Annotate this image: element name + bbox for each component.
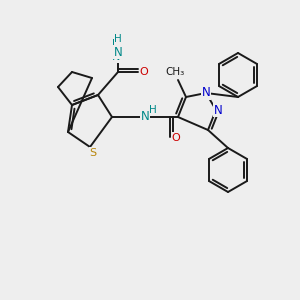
Text: H: H [112, 39, 120, 49]
Text: N: N [214, 103, 222, 116]
Text: H: H [114, 34, 122, 44]
Text: H: H [114, 39, 122, 49]
Text: N: N [112, 52, 120, 62]
Text: N: N [202, 86, 210, 100]
Text: O: O [140, 67, 148, 77]
Text: N: N [114, 46, 122, 59]
Text: S: S [89, 148, 97, 158]
Text: N: N [141, 110, 149, 124]
Text: O: O [172, 133, 180, 143]
Text: CH₃: CH₃ [165, 67, 184, 77]
Text: H: H [149, 105, 157, 115]
